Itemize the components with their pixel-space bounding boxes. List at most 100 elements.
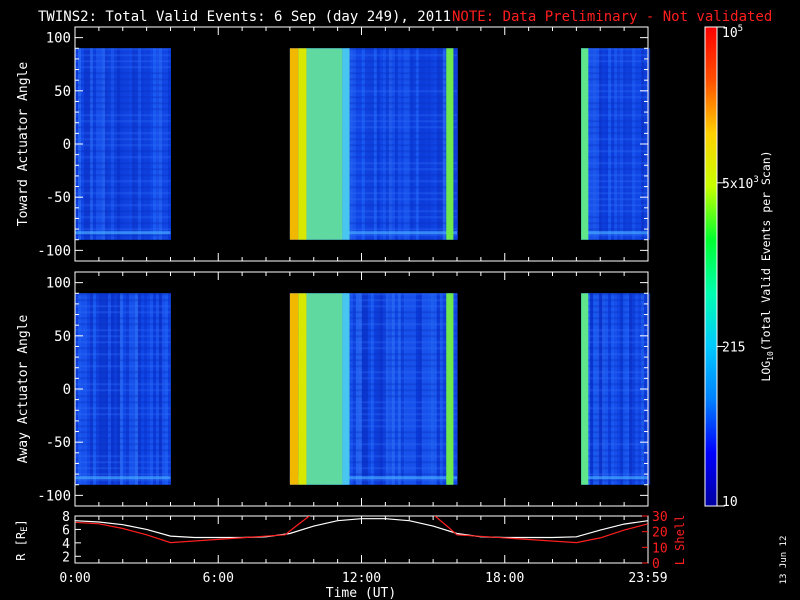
ytick-label: 20 (652, 526, 668, 541)
ytick-label: 6 (62, 523, 70, 538)
data-column (599, 48, 603, 240)
data-row-texture (581, 144, 648, 147)
data-row-texture (581, 180, 648, 183)
colorbar-ticks: 10 215 5x103 105 (717, 24, 759, 510)
data-row-texture (581, 156, 648, 159)
data-row-texture (581, 234, 648, 237)
data-column (614, 48, 618, 240)
data-column (138, 48, 141, 240)
data-row-texture (289, 443, 457, 446)
data-column (379, 48, 383, 240)
data-row-texture (75, 78, 171, 81)
data-column (382, 48, 386, 240)
data-row-texture (581, 299, 648, 302)
data-row-texture (75, 455, 171, 458)
data-column (412, 48, 416, 240)
data-row-texture (581, 108, 648, 111)
colorbar: 10 215 5x103 105 LOG10(Total Valid Events p… (704, 24, 775, 510)
data-row-texture (289, 455, 457, 458)
data-column (626, 293, 630, 485)
data-row-texture (75, 156, 171, 159)
data-row-texture (289, 234, 457, 237)
data-row-texture (581, 401, 648, 404)
data-row-texture (289, 186, 457, 189)
data-column (605, 293, 609, 485)
data-column (388, 48, 392, 240)
data-row-texture (289, 54, 457, 57)
data-row-texture (581, 96, 648, 99)
data-row-texture (75, 323, 171, 326)
away-heatmap (75, 293, 651, 485)
data-column (623, 48, 627, 240)
data-row-texture (581, 377, 648, 380)
data-column (617, 48, 621, 240)
data-column (87, 48, 90, 240)
data-column (111, 48, 114, 240)
ytick-label: -50 (46, 190, 71, 206)
data-row-texture (289, 329, 457, 332)
data-column (391, 293, 395, 485)
data-row-texture (289, 198, 457, 201)
data-row-texture (289, 293, 457, 296)
data-column (635, 48, 639, 240)
data-row-texture (75, 144, 171, 147)
data-row-texture (75, 66, 171, 69)
data-row-texture (581, 168, 648, 171)
data-row-texture (289, 317, 457, 320)
data-row-texture (289, 180, 457, 183)
data-row-texture (289, 78, 457, 81)
data-row-texture (289, 60, 457, 63)
data-row-texture (581, 84, 648, 87)
data-row-texture (75, 54, 171, 57)
data-row-texture (289, 479, 457, 482)
data-column (153, 293, 156, 485)
data-row-texture (75, 90, 171, 93)
data-column (352, 293, 356, 485)
data-row-texture (289, 90, 457, 93)
data-row-texture (581, 186, 648, 189)
data-row-texture (289, 365, 457, 368)
panel-away: 100 50 0 -50 -100 Away Actuator Angle (16, 271, 651, 507)
data-row-texture (75, 401, 171, 404)
colorbar-tick-label: 5x103 (722, 175, 759, 192)
data-row-texture (289, 425, 457, 428)
data-row-texture (581, 431, 648, 434)
orbit-ylabel-right: L Shell (673, 515, 687, 566)
bright-band (581, 293, 589, 485)
bright-band (289, 293, 299, 485)
data-column (596, 293, 600, 485)
data-column (373, 48, 377, 240)
data-row-texture (75, 305, 171, 308)
orbit-ylabel-left: R [RE] (14, 519, 30, 561)
data-row-texture (289, 311, 457, 314)
orbit-xticks: 0:00 6:00 12:00 18:00 23:59 (59, 516, 668, 586)
data-column (135, 48, 138, 240)
data-row-texture (75, 132, 171, 135)
data-row-texture (75, 473, 171, 476)
ytick-label: 0 (63, 382, 71, 398)
data-column (370, 293, 374, 485)
data-column (370, 48, 374, 240)
bright-band (298, 293, 307, 485)
data-row-texture (75, 228, 171, 231)
data-column (141, 293, 144, 485)
bright-band (298, 48, 307, 240)
ytick-label: 50 (54, 84, 71, 100)
data-column (114, 293, 117, 485)
data-row-texture (75, 204, 171, 207)
data-row-texture (75, 413, 171, 416)
data-row-texture (75, 216, 171, 219)
data-row-texture (581, 359, 648, 362)
data-row-texture (75, 84, 171, 87)
data-row-texture (289, 66, 457, 69)
bright-band (446, 48, 454, 240)
data-row-texture (289, 299, 457, 302)
data-row-texture (289, 401, 457, 404)
data-column (602, 48, 606, 240)
data-row-texture (75, 389, 171, 392)
colorbar-tick-label: 10 (722, 495, 738, 510)
data-row-texture (75, 395, 171, 398)
data-column (587, 48, 591, 240)
